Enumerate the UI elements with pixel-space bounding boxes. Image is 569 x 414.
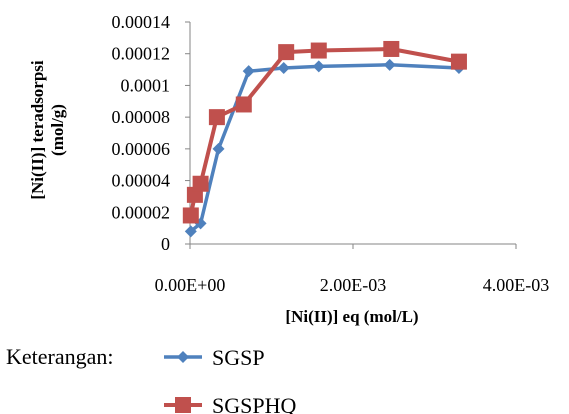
data-point-sgsphq (310, 42, 327, 59)
legend-marker-sgsphq (175, 397, 191, 413)
data-point-sgsphq (383, 40, 400, 57)
data-point-sgsphq (235, 96, 252, 113)
legend-label-sgsphq: SGSPHQ (212, 393, 296, 414)
y-tick-label: 0.00012 (112, 44, 171, 64)
data-point-sgsphq (192, 175, 209, 192)
series-sgsp (184, 58, 465, 238)
y-tick-label: 0.00002 (112, 202, 171, 222)
series-line-sgsphq (188, 47, 460, 216)
data-point-sgsp (312, 60, 325, 73)
y-tick-label: 0 (161, 234, 170, 254)
series-layer (182, 40, 467, 238)
data-point-sgsphq (208, 109, 225, 126)
series-sgsphq (182, 40, 467, 224)
legend-prefix: Keterangan: (6, 344, 114, 369)
data-point-sgsphq (182, 207, 199, 224)
x-tick-label: 0.00E+00 (155, 275, 226, 295)
y-tick-label: 0.00006 (112, 139, 171, 159)
y-tick-label: 0.0001 (121, 75, 171, 95)
legend-item-sgsphq: SGSPHQ (164, 393, 296, 414)
y-tick-label: 0.00004 (112, 171, 171, 191)
data-point-sgsp (277, 61, 290, 74)
series-line-sgsp (189, 63, 459, 233)
data-point-sgsp (212, 142, 225, 155)
axes: 0 0.00002 0.00004 0.00006 0.00008 0.0001 0.000… (112, 12, 550, 295)
legend-label-sgsp: SGSP (212, 345, 265, 370)
legend-item-sgsp: SGSP (164, 345, 265, 370)
data-point-sgsphq (278, 44, 295, 61)
legend: Keterangan: SGSP SGSPHQ (6, 344, 296, 414)
data-point-sgsp (242, 65, 255, 78)
legend-marker-sgsp (177, 351, 189, 363)
x-tick-label: 4.00E-03 (483, 275, 550, 295)
data-point-sgsp (184, 225, 197, 238)
y-axis-title-line-1: [Ni(II)] teradsorpsi (28, 60, 47, 200)
y-axis-title-line-2: (mol/g) (48, 104, 67, 156)
x-tick-label: 2.00E-03 (320, 275, 387, 295)
data-point-sgsp (383, 58, 396, 71)
y-tick-label: 0.00014 (112, 12, 171, 32)
legend-items: SGSP SGSPHQ (164, 345, 296, 414)
x-axis-title: [Ni(II)] eq (mol/L) (285, 307, 418, 326)
y-tick-label: 0.00008 (112, 107, 171, 127)
data-point-sgsphq (450, 53, 467, 70)
